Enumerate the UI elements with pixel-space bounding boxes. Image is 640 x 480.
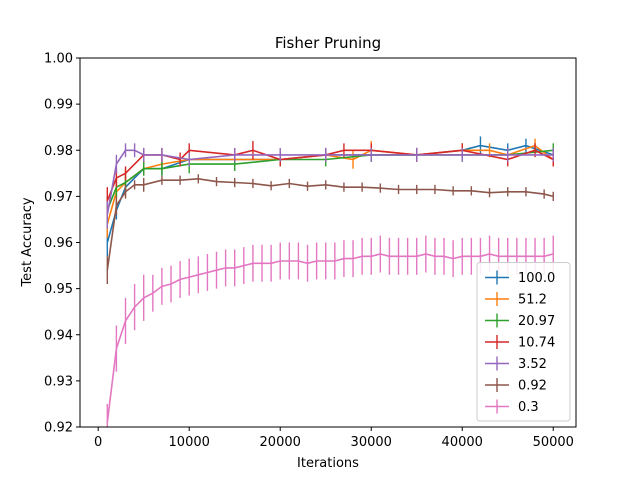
legend-item: 3.52 bbox=[485, 356, 547, 372]
y-tick-label: 0.97 bbox=[44, 190, 73, 205]
y-tick-label: 0.99 bbox=[44, 98, 73, 113]
x-tick-label: 50000 bbox=[533, 435, 574, 450]
plot-area bbox=[106, 136, 554, 427]
legend: 100.0 51.2 20.97 10.74 3.52 0.92 0.3 bbox=[476, 262, 571, 422]
legend-item: 10.74 bbox=[485, 335, 555, 351]
x-tick-label: 40000 bbox=[442, 435, 483, 450]
series-0-3 bbox=[106, 235, 554, 427]
y-tick-label: 0.94 bbox=[44, 328, 73, 343]
legend-item: 0.92 bbox=[485, 378, 547, 394]
legend-label: 0.92 bbox=[518, 379, 547, 394]
legend-item: 0.3 bbox=[485, 399, 539, 415]
axis-ticks: 0 10000 20000 30000 40000 50000 0.92 0.93 0.94 0.… bbox=[44, 52, 574, 451]
legend-item: 100.0 bbox=[485, 270, 555, 286]
series-line-0-92 bbox=[106, 177, 554, 271]
y-tick-label: 0.92 bbox=[44, 421, 73, 436]
x-axis-label: Iterations bbox=[297, 456, 359, 471]
y-axis-label: Test Accuracy bbox=[20, 197, 35, 287]
y-tick-label: 0.96 bbox=[44, 236, 73, 251]
y-tick-label: 0.98 bbox=[44, 144, 73, 159]
legend-label: 3.52 bbox=[518, 357, 547, 372]
legend-item: 20.97 bbox=[485, 313, 555, 329]
series-line-0-3 bbox=[106, 253, 554, 423]
y-tick-label: 1.00 bbox=[44, 52, 73, 67]
legend-label: 0.3 bbox=[518, 400, 539, 415]
legend-label: 51.2 bbox=[518, 293, 547, 308]
legend-label: 10.74 bbox=[518, 336, 555, 351]
legend-label: 100.0 bbox=[518, 271, 555, 286]
legend-box bbox=[476, 262, 571, 422]
chart-title: Fisher Pruning bbox=[275, 34, 381, 52]
y-tick-label: 0.93 bbox=[44, 374, 73, 389]
series-3-52 bbox=[106, 143, 554, 229]
series-0-92 bbox=[106, 174, 554, 285]
y-tick-label: 0.95 bbox=[44, 282, 73, 297]
x-tick-label: 20000 bbox=[260, 435, 301, 450]
legend-item: 51.2 bbox=[485, 292, 547, 308]
legend-label: 20.97 bbox=[518, 314, 555, 329]
x-tick-label: 30000 bbox=[351, 435, 392, 450]
x-tick-label: 10000 bbox=[169, 435, 210, 450]
x-tick-label: 0 bbox=[94, 435, 102, 450]
